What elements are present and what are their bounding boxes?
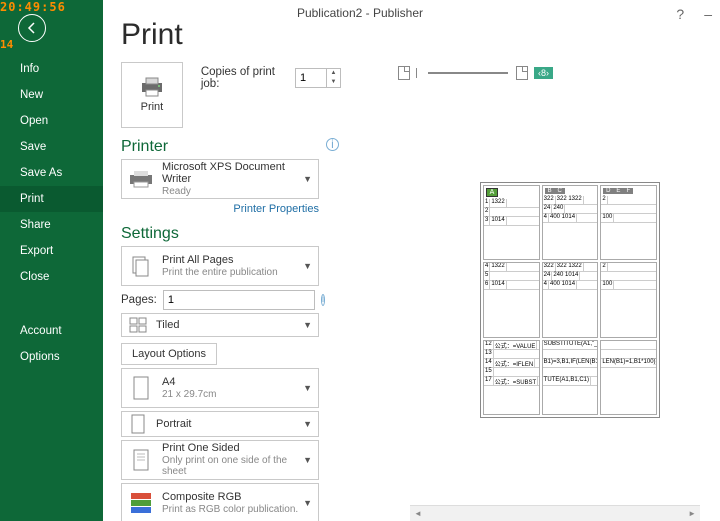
- preview-tile: 41322 5 61014: [483, 262, 540, 337]
- pages-input[interactable]: [163, 290, 315, 310]
- sidebar-item-save-as[interactable]: Save As: [0, 160, 103, 186]
- page-end-icon: [516, 66, 528, 80]
- sidebar-item-save[interactable]: Save: [0, 134, 103, 160]
- print-button[interactable]: Print: [121, 62, 183, 128]
- back-button[interactable]: [18, 14, 46, 42]
- sides-title: Print One Sided: [162, 442, 312, 455]
- copies-input[interactable]: [296, 69, 326, 87]
- one-sided-icon: [128, 447, 154, 473]
- pages-icon: [128, 253, 154, 279]
- preview-tile: SUBSTITUTE(A1,"_","") B1)=3,B1,IF(LEN(B1…: [542, 340, 599, 415]
- sides-sub: Only print on one side of the sheet: [162, 455, 312, 478]
- printer-device-icon: [128, 166, 154, 192]
- printer-properties-link[interactable]: Printer Properties: [121, 203, 319, 215]
- sidebar-item-open[interactable]: Open: [0, 108, 103, 134]
- preview-zoom-bar[interactable]: ‹8›: [398, 66, 553, 80]
- page-title: Print: [121, 18, 702, 52]
- tiled-icon: [128, 316, 148, 334]
- preview-tile: 2 100: [600, 262, 657, 337]
- copies-spinner[interactable]: ▲▼: [295, 68, 341, 88]
- dropdown-caret-icon: ▼: [303, 419, 312, 429]
- preview-tile: DEF 2 100: [600, 185, 657, 260]
- sidebar-item-new[interactable]: New: [0, 82, 103, 108]
- settings-heading: Settings: [121, 225, 341, 243]
- paper-sub: 21 x 29.7cm: [162, 389, 216, 401]
- preview-tile: 322322 1322 24240 1014 4400 1014: [542, 262, 599, 337]
- printer-heading: Printeri: [121, 138, 341, 156]
- dropdown-caret-icon: ▼: [303, 261, 312, 271]
- overlay-clock: 20:49:56: [0, 0, 66, 14]
- sidebar-item-share[interactable]: Share: [0, 212, 103, 238]
- dropdown-caret-icon: ▼: [303, 174, 312, 184]
- printer-icon: [139, 77, 165, 97]
- page-icon: [128, 375, 154, 401]
- arrow-left-icon: [25, 21, 39, 35]
- portrait-icon: [128, 411, 148, 437]
- color-title: Composite RGB: [162, 491, 298, 504]
- sidebar-item-close[interactable]: Close: [0, 264, 103, 290]
- print-tile-label: Print: [141, 101, 164, 113]
- color-selector[interactable]: Composite RGB Print as RGB color publica…: [121, 483, 319, 521]
- sidebar-item-info[interactable]: Info: [0, 56, 103, 82]
- print-range-title: Print All Pages: [162, 254, 278, 267]
- preview-tile: LEN(B1)=1,B1*100)): [600, 340, 657, 415]
- page-count-badge: ‹8›: [534, 67, 553, 79]
- pages-info-icon[interactable]: i: [321, 294, 325, 306]
- sidebar-item-export[interactable]: Export: [0, 238, 103, 264]
- printer-status: Ready: [162, 186, 312, 198]
- printer-selector[interactable]: Microsoft XPS Document Writer Ready ▼: [121, 159, 319, 199]
- paper-title: A4: [162, 376, 216, 389]
- overlay-clock-sub: 14: [0, 38, 13, 51]
- rgb-icon: [128, 490, 154, 516]
- printer-name: Microsoft XPS Document Writer: [162, 161, 312, 186]
- color-sub: Print as RGB color publication.: [162, 504, 298, 516]
- tiling-selector[interactable]: Tiled ▼: [121, 313, 319, 337]
- preview-tile: 12公式：=VALUE 13 14公式：=IFLEN 15 17公式：=SUBS…: [483, 340, 540, 415]
- copies-label: Copies of print job:: [201, 66, 287, 90]
- backstage-sidebar: InfoNewOpenSaveSave AsPrintShareExportCl…: [0, 0, 103, 521]
- horizontal-scrollbar[interactable]: [410, 505, 700, 521]
- orientation-title: Portrait: [156, 418, 191, 430]
- dropdown-caret-icon: ▼: [303, 455, 312, 465]
- sidebar-item-account[interactable]: Account: [0, 318, 103, 344]
- paper-size-selector[interactable]: A4 21 x 29.7cm ▼: [121, 368, 319, 408]
- page-start-icon: [398, 66, 410, 80]
- pages-label: Pages:: [121, 294, 157, 306]
- sidebar-item-print[interactable]: Print: [0, 186, 103, 212]
- dropdown-caret-icon: ▼: [303, 383, 312, 393]
- print-range-sub: Print the entire publication: [162, 267, 278, 279]
- zoom-track[interactable]: [428, 72, 508, 74]
- print-preview-grid: A 11322 2 31014 BC 322322 1322 24240 440…: [480, 182, 660, 418]
- spinner-arrows[interactable]: ▲▼: [326, 69, 340, 87]
- sides-selector[interactable]: Print One Sided Only print on one side o…: [121, 440, 319, 480]
- preview-tile: A 11322 2 31014: [483, 185, 540, 260]
- orientation-selector[interactable]: Portrait ▼: [121, 411, 319, 437]
- printer-info-icon[interactable]: i: [326, 138, 339, 151]
- preview-tile: BC 322322 1322 24240 4400 1014: [542, 185, 599, 260]
- tiling-title: Tiled: [156, 319, 179, 331]
- dropdown-caret-icon: ▼: [303, 498, 312, 508]
- layout-options-button[interactable]: Layout Options: [121, 343, 217, 365]
- sidebar-item-options[interactable]: Options: [0, 344, 103, 370]
- print-range-selector[interactable]: Print All Pages Print the entire publica…: [121, 246, 319, 286]
- dropdown-caret-icon: ▼: [303, 320, 312, 330]
